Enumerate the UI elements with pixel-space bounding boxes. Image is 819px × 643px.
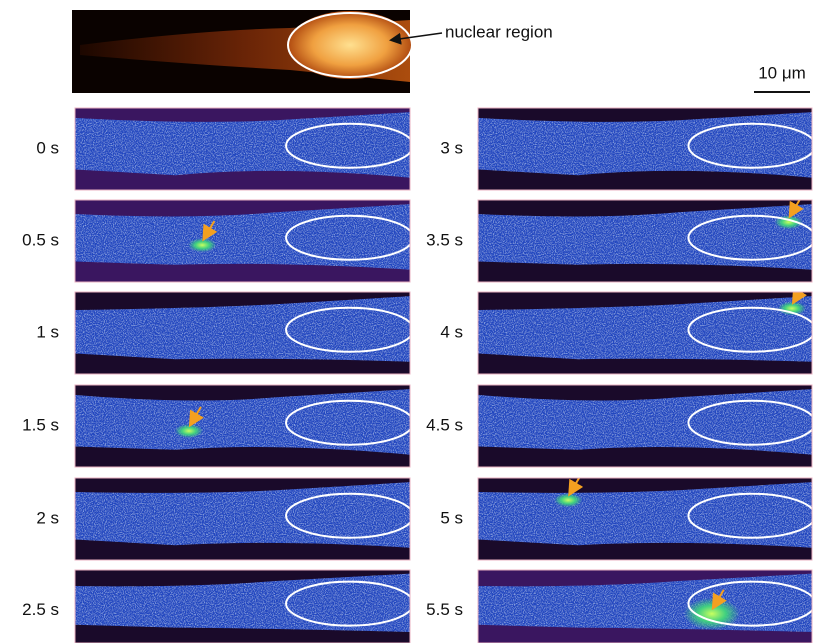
panel: 3 s	[440, 108, 815, 190]
panel: 4 s	[440, 284, 815, 374]
time-label: 3.5 s	[426, 230, 463, 249]
scale-bar-label: 10 μm	[758, 63, 806, 82]
panel: 3.5 s	[426, 198, 815, 282]
time-label: 4.5 s	[426, 415, 463, 434]
time-label: 1 s	[36, 322, 59, 341]
time-label: 3 s	[440, 138, 463, 157]
panel: 2.5 s	[22, 570, 413, 643]
panel-image	[75, 478, 413, 560]
annotation: nuclear region	[445, 22, 553, 41]
page: {"annotation": "nuclear region", "scale_…	[0, 0, 819, 643]
panel: 0.5 s	[22, 200, 413, 282]
time-label: 5.5 s	[426, 600, 463, 619]
panel-image	[75, 292, 413, 374]
time-label: 0 s	[36, 138, 59, 157]
time-label: 4 s	[440, 322, 463, 341]
panel-image	[75, 385, 413, 467]
panel: 2 s	[36, 478, 413, 560]
panel: 4.5 s	[426, 385, 815, 467]
panel: 5 s	[440, 476, 815, 560]
time-label: 0.5 s	[22, 230, 59, 249]
panel-image	[478, 284, 815, 374]
panel-image	[478, 476, 815, 560]
time-label: 5 s	[440, 508, 463, 527]
panel: 1 s	[36, 292, 413, 374]
event-spot	[188, 238, 216, 252]
panel: 0 s	[36, 108, 413, 190]
top-image	[72, 10, 412, 93]
time-label: 2.5 s	[22, 600, 59, 619]
panel: 5.5 s	[426, 570, 815, 643]
panel-image	[75, 570, 413, 643]
panel-image	[478, 108, 815, 190]
figure: nuclear region 10 μm 0 s 0.5 s 1 s 1.5 s 2 s…	[0, 0, 819, 643]
event-spot	[175, 424, 203, 438]
panel-image	[478, 385, 815, 467]
event-spot	[554, 493, 582, 507]
panel-image	[75, 108, 413, 190]
body: nuclear region 10 μm 0 s 0.5 s 1 s 1.5 s 2 s…	[0, 0, 819, 643]
time-label: 1.5 s	[22, 415, 59, 434]
panel-image	[478, 198, 815, 282]
time-label: 2 s	[36, 508, 59, 527]
panel: 1.5 s	[22, 385, 413, 467]
panel-image	[478, 570, 815, 643]
panel-image	[75, 200, 413, 282]
